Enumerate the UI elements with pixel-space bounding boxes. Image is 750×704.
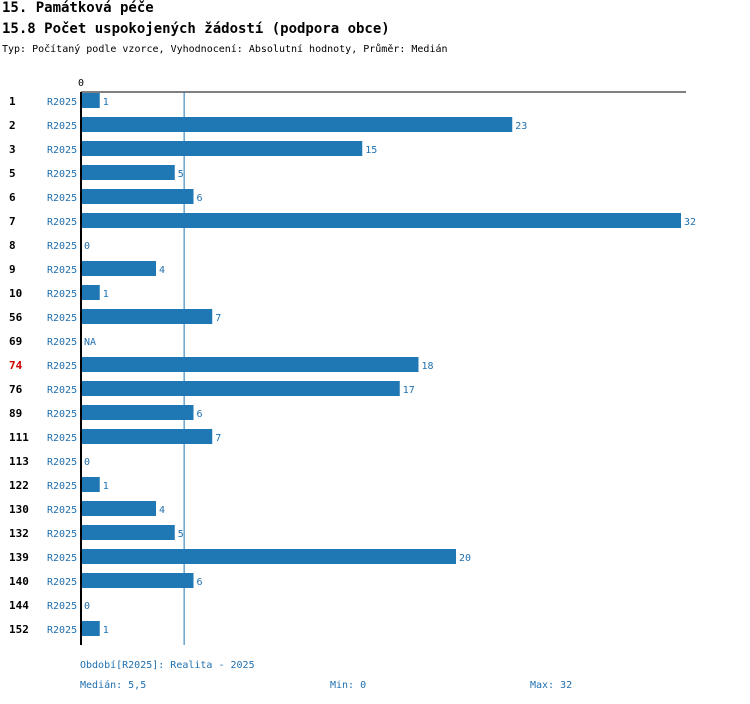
category-label: 74 [9, 359, 23, 372]
category-label: 5 [9, 167, 16, 180]
series-label: R2025 [47, 337, 77, 348]
category-label: 8 [9, 239, 16, 252]
category-label: 7 [9, 215, 16, 228]
data-label: 17 [403, 385, 415, 396]
category-label: 140 [9, 575, 29, 588]
category-label: 10 [9, 287, 22, 300]
bar [81, 501, 156, 516]
data-label: 4 [159, 505, 165, 516]
data-label: 0 [84, 457, 90, 468]
data-label: 1 [103, 97, 109, 108]
chart-subtitle: Typ: Počítaný podle vzorce, Vyhodnocení:… [2, 44, 448, 55]
category-label: 9 [9, 263, 16, 276]
x-tick-label: 0 [78, 78, 84, 89]
series-label: R2025 [47, 241, 77, 252]
series-label: R2025 [47, 121, 77, 132]
median-stat: Medián: 5,5 [80, 680, 147, 691]
data-label: 23 [515, 121, 527, 132]
category-label: 132 [9, 527, 29, 540]
category-label: 76 [9, 383, 23, 396]
data-label: 6 [197, 577, 203, 588]
series-label: R2025 [47, 481, 77, 492]
bar [81, 117, 513, 132]
data-label: 6 [197, 409, 203, 420]
series-label: R2025 [47, 265, 77, 276]
bar [81, 189, 194, 204]
series-label: R2025 [47, 385, 77, 396]
bar [81, 405, 194, 420]
series-label: R2025 [47, 433, 77, 444]
series-label: R2025 [47, 313, 77, 324]
bar [81, 285, 100, 300]
bar [81, 309, 213, 324]
data-label: 15 [365, 145, 377, 156]
data-label: 1 [103, 289, 109, 300]
category-label: 69 [9, 335, 22, 348]
bar [81, 93, 100, 108]
series-label: R2025 [47, 289, 77, 300]
data-label: NA [84, 337, 96, 348]
category-label: 111 [9, 431, 29, 444]
series-label: R2025 [47, 577, 77, 588]
category-label: 2 [9, 119, 16, 132]
bar [81, 261, 156, 276]
category-label: 89 [9, 407, 22, 420]
series-label: R2025 [47, 169, 77, 180]
category-label: 3 [9, 143, 16, 156]
series-label: R2025 [47, 529, 77, 540]
category-label: 113 [9, 455, 29, 468]
series-label: R2025 [47, 409, 77, 420]
category-label: 56 [9, 311, 23, 324]
bar [81, 213, 681, 228]
bar [81, 429, 213, 444]
data-label: 0 [84, 241, 90, 252]
category-label: 139 [9, 551, 29, 564]
data-label: 32 [684, 217, 696, 228]
bar [81, 477, 100, 492]
bar [81, 141, 363, 156]
series-label: R2025 [47, 97, 77, 108]
series-label: R2025 [47, 193, 77, 204]
data-label: 1 [103, 625, 109, 636]
min-stat: Min: 0 [330, 680, 367, 691]
bar [81, 549, 456, 564]
data-label: 6 [197, 193, 203, 204]
series-label: R2025 [47, 505, 77, 516]
data-label: 1 [103, 481, 109, 492]
data-label: 4 [159, 265, 165, 276]
data-label: 18 [422, 361, 434, 372]
category-label: 122 [9, 479, 29, 492]
category-label: 130 [9, 503, 29, 516]
series-label: R2025 [47, 217, 77, 228]
bar [81, 165, 175, 180]
category-label: 144 [9, 599, 29, 612]
series-label: R2025 [47, 553, 77, 564]
series-label: R2025 [47, 145, 77, 156]
bar [81, 621, 100, 636]
period-legend: Období[R2025]: Realita - 2025 [80, 660, 255, 671]
category-label: 1 [9, 95, 16, 108]
series-label: R2025 [47, 457, 77, 468]
section-title: 15. Památková péče [2, 0, 154, 16]
max-stat: Max: 32 [530, 680, 573, 691]
bar [81, 357, 419, 372]
series-label: R2025 [47, 601, 77, 612]
series-label: R2025 [47, 361, 77, 372]
chart-title: 15.8 Počet uspokojených žádostí (podpora… [2, 21, 390, 37]
data-label: 5 [178, 529, 184, 540]
bar [81, 573, 194, 588]
data-label: 7 [215, 433, 221, 444]
bar-chart: 01 R2025 12 R2025 233 R2025 155 R2025 56 R2025 67 R… [9, 78, 696, 645]
data-label: 7 [215, 313, 221, 324]
series-label: R2025 [47, 625, 77, 636]
category-label: 152 [9, 623, 29, 636]
bar [81, 381, 400, 396]
data-label: 0 [84, 601, 90, 612]
data-label: 20 [459, 553, 471, 564]
bar [81, 525, 175, 540]
category-label: 6 [9, 191, 16, 204]
data-label: 5 [178, 169, 184, 180]
